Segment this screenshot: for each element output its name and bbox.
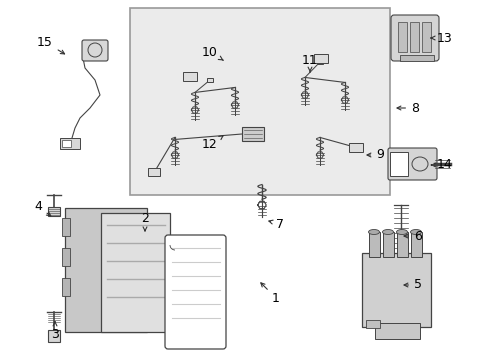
Bar (183, 72, 197, 81)
Text: 9: 9 (366, 148, 383, 162)
FancyBboxPatch shape (361, 253, 430, 327)
Ellipse shape (368, 230, 379, 234)
Text: 4: 4 (34, 201, 51, 216)
Bar (62, 140, 71, 147)
Text: 2: 2 (141, 211, 149, 231)
Bar (316, 60, 323, 64)
Text: 5: 5 (403, 279, 421, 292)
Text: 15: 15 (37, 36, 64, 54)
Bar (382, 232, 393, 257)
Bar (313, 54, 327, 63)
Bar (365, 320, 379, 328)
Text: 7: 7 (268, 217, 284, 230)
Text: 8: 8 (396, 102, 418, 114)
Text: 13: 13 (430, 31, 452, 45)
Bar (62, 248, 70, 266)
Bar (242, 127, 264, 141)
FancyBboxPatch shape (390, 15, 438, 61)
Text: 3: 3 (51, 322, 59, 341)
Ellipse shape (396, 230, 407, 234)
Bar (421, 22, 430, 52)
Bar (389, 152, 407, 176)
Bar (62, 218, 70, 236)
Bar (348, 143, 362, 152)
Ellipse shape (382, 230, 393, 234)
Bar (410, 232, 421, 257)
FancyBboxPatch shape (164, 235, 225, 349)
Text: 12: 12 (202, 136, 223, 152)
Text: 6: 6 (403, 230, 421, 243)
Bar (399, 55, 433, 61)
Bar (62, 278, 70, 296)
Text: 1: 1 (260, 283, 279, 305)
Text: 10: 10 (202, 45, 223, 60)
Bar (396, 232, 407, 257)
Bar (48, 330, 60, 342)
Bar (206, 78, 213, 82)
Bar (130, 8, 389, 195)
FancyBboxPatch shape (65, 208, 147, 332)
FancyBboxPatch shape (387, 148, 436, 180)
Bar (397, 22, 406, 52)
Text: 11: 11 (302, 54, 317, 72)
Bar (368, 232, 379, 257)
Bar (60, 138, 80, 149)
Bar (409, 22, 418, 52)
Bar (48, 207, 60, 216)
FancyBboxPatch shape (101, 213, 170, 332)
Ellipse shape (409, 230, 421, 234)
Text: 14: 14 (430, 158, 452, 171)
FancyBboxPatch shape (82, 40, 108, 61)
Bar (374, 323, 419, 339)
Bar (148, 168, 160, 176)
